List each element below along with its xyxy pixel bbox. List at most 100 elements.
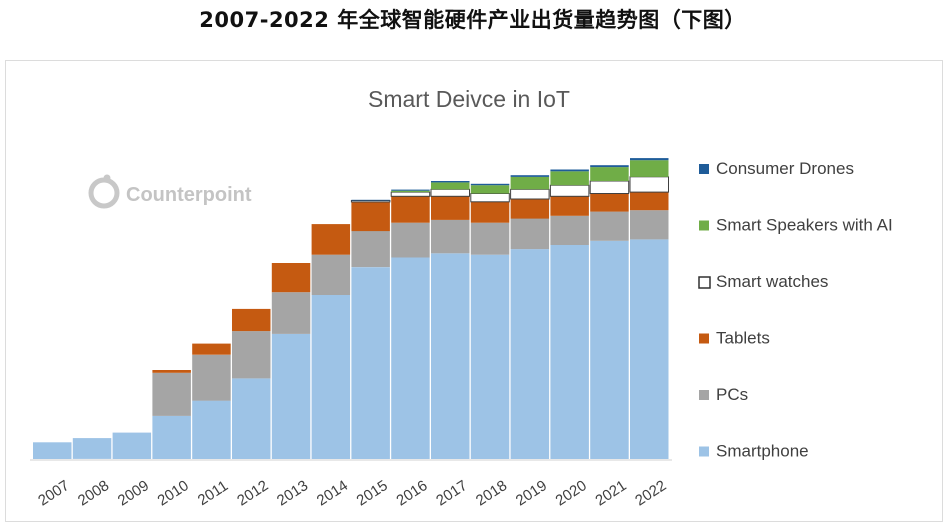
bar-tablets-2017 [431,196,470,220]
legend-swatch-pcs [699,390,709,400]
bar-tablets-2018 [470,201,510,223]
bar-smartphone-2010 [152,415,191,459]
bar-smartphone-2021 [590,240,629,459]
bar-tablets-2021 [590,193,629,212]
bar-smartphone-2008 [72,438,112,459]
bar-smartphone-2011 [192,400,231,459]
legend-swatch-tablets [699,333,709,344]
bar-smart-speakers-with-ai-2016 [391,190,430,193]
legend-swatch-smart-watches [698,276,711,289]
bar-consumer-drones-2017 [431,181,470,183]
bar-smartphone-2009 [112,432,152,459]
bar-tablets-2019 [510,199,550,219]
x-tick-2013: 2013 [274,477,311,509]
bar-consumer-drones-2019 [510,175,550,177]
logo-ring-icon [88,177,120,209]
bar-smartphone-2020 [550,244,589,459]
legend: Consumer Drones Smart Speakers with AI Sma… [698,159,893,461]
chart-panel: Smart Deivce in IoT Counterpoint 2007 200… [5,60,943,522]
x-tick-2018: 2018 [473,477,510,509]
bar-consumer-drones-2020 [550,169,589,172]
bar-smart-watches-2019 [510,188,550,200]
logo-dot-icon [103,174,111,182]
bar-tablets-2013 [271,263,311,293]
bar-tablets-2011 [192,343,231,355]
bar-smartphone-2007 [33,442,72,459]
x-tick-2011: 2011 [195,477,231,509]
legend-label-smart-speakers-with-ai: Smart Speakers with AI [716,216,893,235]
bar-tablets-2020 [550,196,589,216]
bar-consumer-drones-2021 [590,165,629,168]
bar-pcs-2016 [391,222,430,258]
bar-tablets-2014 [311,224,351,255]
bar-smartphone-2022 [630,239,669,459]
x-tick-labels: 2007 2008 2009 2010 2011 2012 2013 2014 2015 2016… [35,477,669,509]
bar-consumer-drones-2016 [391,189,430,191]
bar-pcs-2013 [271,292,311,334]
bar-smartphone-2012 [232,378,271,459]
x-tick-2017: 2017 [433,477,470,509]
bar-tablets-2015 [351,201,390,232]
bar-smartphone-2014 [311,295,351,459]
bar-smartphone-2019 [510,249,550,459]
counterpoint-logo: Counterpoint [88,174,252,209]
bar-pcs-2014 [311,254,351,295]
x-tick-2021: 2021 [592,477,629,509]
bar-smart-watches-2020 [549,184,590,197]
stacked-bar-chart: Smart Deivce in IoT Counterpoint 2007 200… [30,86,893,509]
bar-smart-speakers-with-ai-2017 [431,182,470,190]
bar-smart-watches-2015 [350,200,391,203]
bar-smart-speakers-with-ai-2019 [510,176,550,190]
x-tick-2009: 2009 [115,477,152,509]
x-tick-2007: 2007 [35,477,72,509]
watermark-text: Counterpoint [126,184,252,206]
x-tick-2010: 2010 [155,477,192,509]
bar-smartphone-2018 [470,254,510,459]
x-tick-2014: 2014 [314,477,351,509]
bar-pcs-2012 [232,331,271,379]
bar-pcs-2020 [550,215,589,245]
legend-swatch-smart-speakers-with-ai [699,220,709,231]
x-tick-2019: 2019 [513,477,550,509]
legend-label-pcs: PCs [716,385,748,404]
legend-label-tablets: Tablets [716,329,770,348]
bar-smart-speakers-with-ai-2022 [630,160,669,177]
bar-pcs-2011 [192,354,231,401]
bar-pcs-2018 [470,222,510,255]
bar-consumer-drones-2022 [630,158,669,161]
bar-tablets-2012 [232,308,271,332]
x-tick-2020: 2020 [553,477,590,509]
legend-swatch-smartphone [699,446,709,457]
legend-label-smartphone: Smartphone [716,442,809,461]
bar-smartphone-2015 [351,267,390,459]
bar-tablets-2016 [391,196,430,223]
bar-smart-speakers-with-ai-2018 [470,185,510,194]
bar-tablets-2010 [152,370,191,373]
bar-pcs-2022 [630,210,669,240]
bar-smart-speakers-with-ai-2021 [590,167,629,181]
bar-smartphone-2017 [431,253,470,459]
bar-smart-watches-2016 [390,191,431,197]
x-tick-2015: 2015 [354,477,391,509]
legend-label-consumer-drones: Consumer Drones [716,159,854,178]
bar-smartphone-2016 [391,257,430,459]
bar-smart-speakers-with-ai-2020 [550,171,589,186]
x-tick-2022: 2022 [632,477,669,509]
x-tick-2012: 2012 [234,477,271,509]
bar-smart-watches-2021 [589,180,630,194]
bars-group [33,158,669,459]
bar-consumer-drones-2015 [351,199,390,201]
chart-title: Smart Deivce in IoT [368,86,570,112]
bar-smartphone-2013 [271,333,311,459]
bar-pcs-2021 [590,211,629,241]
bar-smart-watches-2018 [470,193,510,203]
bar-pcs-2017 [431,219,470,254]
bar-pcs-2015 [351,231,390,268]
x-tick-2016: 2016 [393,477,430,509]
bar-smart-watches-2017 [430,188,470,197]
bar-smart-watches-2022 [629,176,669,193]
page-title: 2007-2022 年全球智能硬件产业出货量趋势图（下图） [199,8,746,32]
bar-pcs-2019 [510,218,550,250]
legend-swatch-consumer-drones [699,164,709,174]
bar-tablets-2022 [630,192,669,211]
